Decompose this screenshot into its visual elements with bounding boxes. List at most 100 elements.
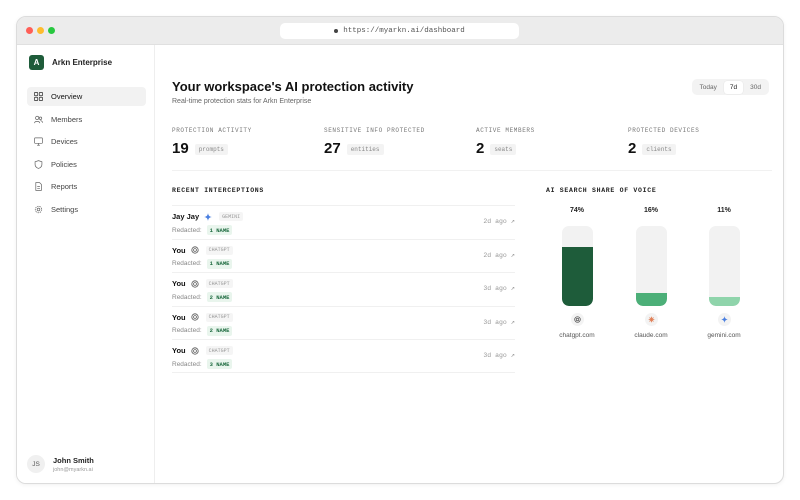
bar xyxy=(636,293,667,306)
source-tag: CHATGPT xyxy=(205,312,233,322)
sidebar-item-policies[interactable]: Policies xyxy=(27,155,146,174)
sidebar-item-label: Reports xyxy=(51,182,78,191)
bar-value-label: 16% xyxy=(643,207,658,214)
sidebar-item-reports[interactable]: Reports xyxy=(27,177,146,196)
bar-track xyxy=(709,226,740,306)
brand-name: Arkn Enterprise xyxy=(52,58,113,67)
monitor-icon xyxy=(34,137,43,146)
source-tag: CHATGPT xyxy=(205,346,233,355)
row-time: 3d ago xyxy=(483,352,507,359)
chatgpt-icon xyxy=(191,279,199,288)
external-link-icon[interactable]: ↗ xyxy=(510,285,515,293)
browser-chrome: https://myarkn.ai/dashboard xyxy=(17,17,783,45)
avatar: JS xyxy=(27,455,45,473)
list-item[interactable]: You CHATGPT Redacted: 3 NAME 3d ago ↗ xyxy=(172,339,515,373)
row-time: 3d ago xyxy=(483,285,507,292)
stat-unit: seats xyxy=(490,144,517,155)
main-content: Your workspace's AI protection activity … xyxy=(172,45,783,483)
browser-window: https://myarkn.ai/dashboard A Arkn Enter… xyxy=(16,16,784,484)
stat-value: 27 xyxy=(324,140,341,157)
sidebar: A Arkn Enterprise Overview Members Dev xyxy=(17,45,155,483)
redacted-badge: 1 NAME xyxy=(206,225,233,235)
bar-column: 11% gemini.com xyxy=(699,207,749,339)
sidebar-item-devices[interactable]: Devices xyxy=(27,132,146,151)
stat-label: SENSITIVE INFO PROTECTED xyxy=(324,127,425,134)
stat-label: PROTECTION ACTIVITY xyxy=(172,127,252,134)
stat-unit: prompts xyxy=(194,144,228,155)
redacted-label: Redacted: xyxy=(172,360,202,368)
chatgpt-icon xyxy=(571,313,584,326)
sidebar-item-settings[interactable]: Settings xyxy=(27,200,146,219)
user-name: John Smith xyxy=(53,455,94,465)
bar-value-label: 74% xyxy=(569,207,584,214)
external-link-icon[interactable]: ↗ xyxy=(510,251,515,260)
row-user-name: You xyxy=(172,279,186,288)
sidebar-item-overview[interactable]: Overview xyxy=(27,87,146,106)
recent-interceptions-heading: RECENT INTERCEPTIONS xyxy=(172,187,265,194)
address-bar-url: https://myarkn.ai/dashboard xyxy=(343,27,465,35)
stat-label: PROTECTED DEVICES xyxy=(628,127,700,134)
stat-protection-activity: PROTECTION ACTIVITY 19 prompts xyxy=(172,127,252,156)
range-30d-button[interactable]: 30d xyxy=(750,83,761,91)
external-link-icon[interactable]: ↗ xyxy=(510,218,515,226)
share-of-voice-chart: 74% chatgpt.com 16% claude.com 11% gemini.com xyxy=(552,207,762,347)
range-today-button[interactable]: Today xyxy=(699,83,717,91)
sidebar-item-label: Policies xyxy=(51,159,77,169)
address-bar[interactable]: https://myarkn.ai/dashboard xyxy=(280,23,519,39)
row-user-name: You xyxy=(172,346,186,355)
brand-logo: A xyxy=(29,55,44,70)
bar-category-label: chatgpt.com xyxy=(559,332,595,339)
bar-track xyxy=(562,226,593,306)
close-window-button[interactable] xyxy=(26,27,33,34)
time-range-selector: Today 7d 30d xyxy=(691,79,769,95)
row-time: 2d ago xyxy=(483,251,507,259)
stat-value: 2 xyxy=(476,140,485,157)
source-tag: CHATGPT xyxy=(205,279,233,288)
list-item[interactable]: You CHATGPT Redacted: 1 NAME 2d ago ↗ xyxy=(172,238,515,273)
row-time: 2d ago xyxy=(483,218,507,225)
list-item[interactable]: You CHATGPT Redacted: 2 NAME 3d ago ↗ xyxy=(172,272,515,306)
page-title: Your workspace's AI protection activity xyxy=(172,79,414,94)
stat-sensitive-info: SENSITIVE INFO PROTECTED 27 entities xyxy=(324,127,425,156)
chatgpt-icon xyxy=(191,246,199,254)
stats-row: PROTECTION ACTIVITY 19 prompts SENSITIVE… xyxy=(172,127,772,167)
source-tag: CHATGPT xyxy=(205,245,233,255)
stat-protected-devices: PROTECTED DEVICES 2 clients xyxy=(628,127,699,156)
sidebar-nav: Overview Members Devices Policies xyxy=(27,87,146,222)
external-link-icon[interactable]: ↗ xyxy=(510,352,515,360)
range-7d-button[interactable]: 7d xyxy=(723,80,744,94)
maximize-window-button[interactable] xyxy=(48,27,55,34)
bar-track xyxy=(636,226,667,306)
stat-unit: entities xyxy=(346,144,384,155)
bar-category-label: gemini.com xyxy=(707,332,741,339)
bar-column: 74% chatgpt.com xyxy=(552,207,602,339)
chatgpt-icon xyxy=(191,313,199,321)
list-item[interactable]: Jay Jay GEMINI Redacted: 1 NAME 2d ago ↗ xyxy=(172,205,515,239)
list-item[interactable]: You CHATGPT Redacted: 2 NAME 3d ago ↗ xyxy=(172,305,515,340)
sidebar-item-members[interactable]: Members xyxy=(27,110,146,129)
user-profile[interactable]: JS John Smith john@myarkn.ai xyxy=(27,455,94,473)
divider xyxy=(172,170,772,171)
redacted-badge: 2 NAME xyxy=(206,292,233,302)
interceptions-list: Jay Jay GEMINI Redacted: 1 NAME 2d ago ↗ … xyxy=(172,205,515,373)
bar xyxy=(709,297,740,306)
stat-value: 19 xyxy=(172,140,189,157)
row-time: 3d ago xyxy=(483,318,507,326)
page-subtitle: Real-time protection stats for Arkn Ente… xyxy=(172,98,312,105)
redacted-badge: 2 NAME xyxy=(206,325,233,336)
shield-icon xyxy=(34,159,43,169)
sidebar-item-label: Members xyxy=(51,114,83,124)
row-user-name: You xyxy=(172,312,186,322)
gemini-icon xyxy=(718,313,731,326)
redacted-badge: 3 NAME xyxy=(206,359,233,369)
source-tag: GEMINI xyxy=(219,212,244,221)
sidebar-item-label: Devices xyxy=(51,137,78,146)
brand[interactable]: A Arkn Enterprise xyxy=(29,55,112,70)
bar-column: 16% claude.com xyxy=(626,207,676,339)
bar xyxy=(562,247,593,306)
grid-icon xyxy=(34,92,43,101)
stat-label: ACTIVE MEMBERS xyxy=(476,127,535,134)
minimize-window-button[interactable] xyxy=(37,27,44,34)
external-link-icon[interactable]: ↗ xyxy=(510,318,515,327)
redacted-label: Redacted: xyxy=(172,226,202,234)
